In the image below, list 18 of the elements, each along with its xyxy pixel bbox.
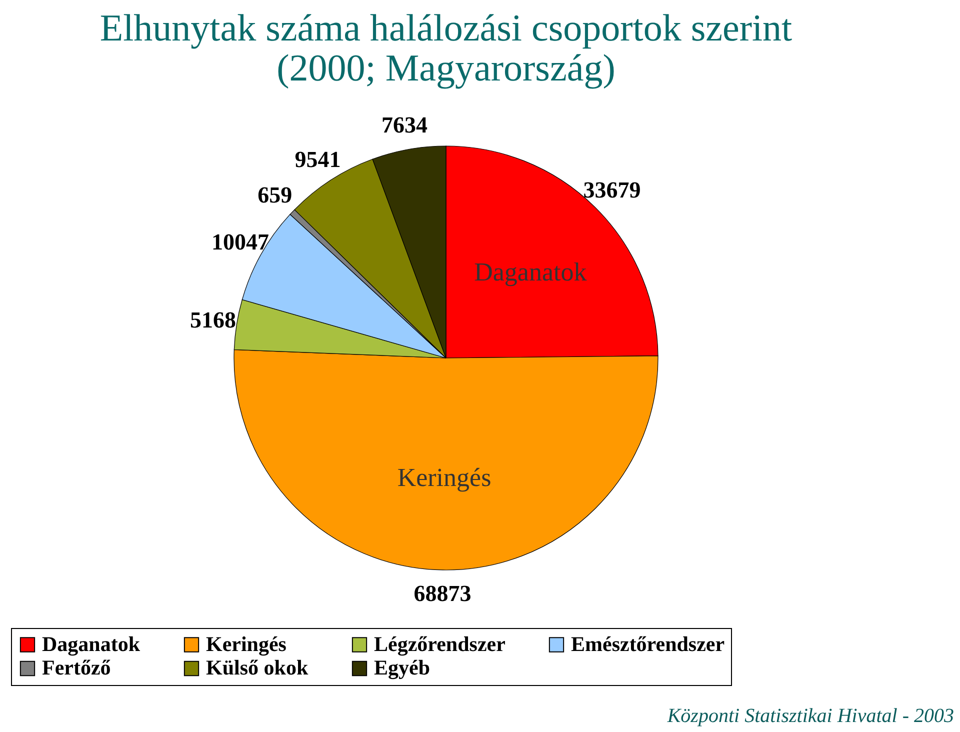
data-label: 68873 — [414, 580, 472, 606]
legend-label: Keringés — [206, 632, 286, 656]
data-label: 659 — [258, 182, 292, 208]
legend-label: Fertőző — [42, 656, 111, 680]
legend-label: Légzőrendszer — [374, 632, 506, 656]
slice-label: Daganatok — [474, 258, 587, 287]
data-label: 5168 — [190, 308, 236, 333]
chart-title: Elhunytak száma halálozási csoportok szerint (2000; Magyarország) — [100, 8, 793, 90]
legend-label: Külső okok — [206, 656, 308, 680]
data-label: 10047 — [211, 229, 269, 254]
data-label: 9541 — [294, 146, 341, 172]
data-label: 7634 — [381, 112, 428, 138]
legend-label: Egyéb — [374, 656, 430, 680]
text: Központi Statisztikai Hivatal - 2003 — [667, 705, 954, 728]
legend-label: Daganatok — [42, 632, 140, 656]
legend-label: Emésztőrendszer — [571, 632, 725, 656]
slice-label: Keringés — [397, 462, 492, 492]
data-label: 33679 — [583, 177, 641, 202]
